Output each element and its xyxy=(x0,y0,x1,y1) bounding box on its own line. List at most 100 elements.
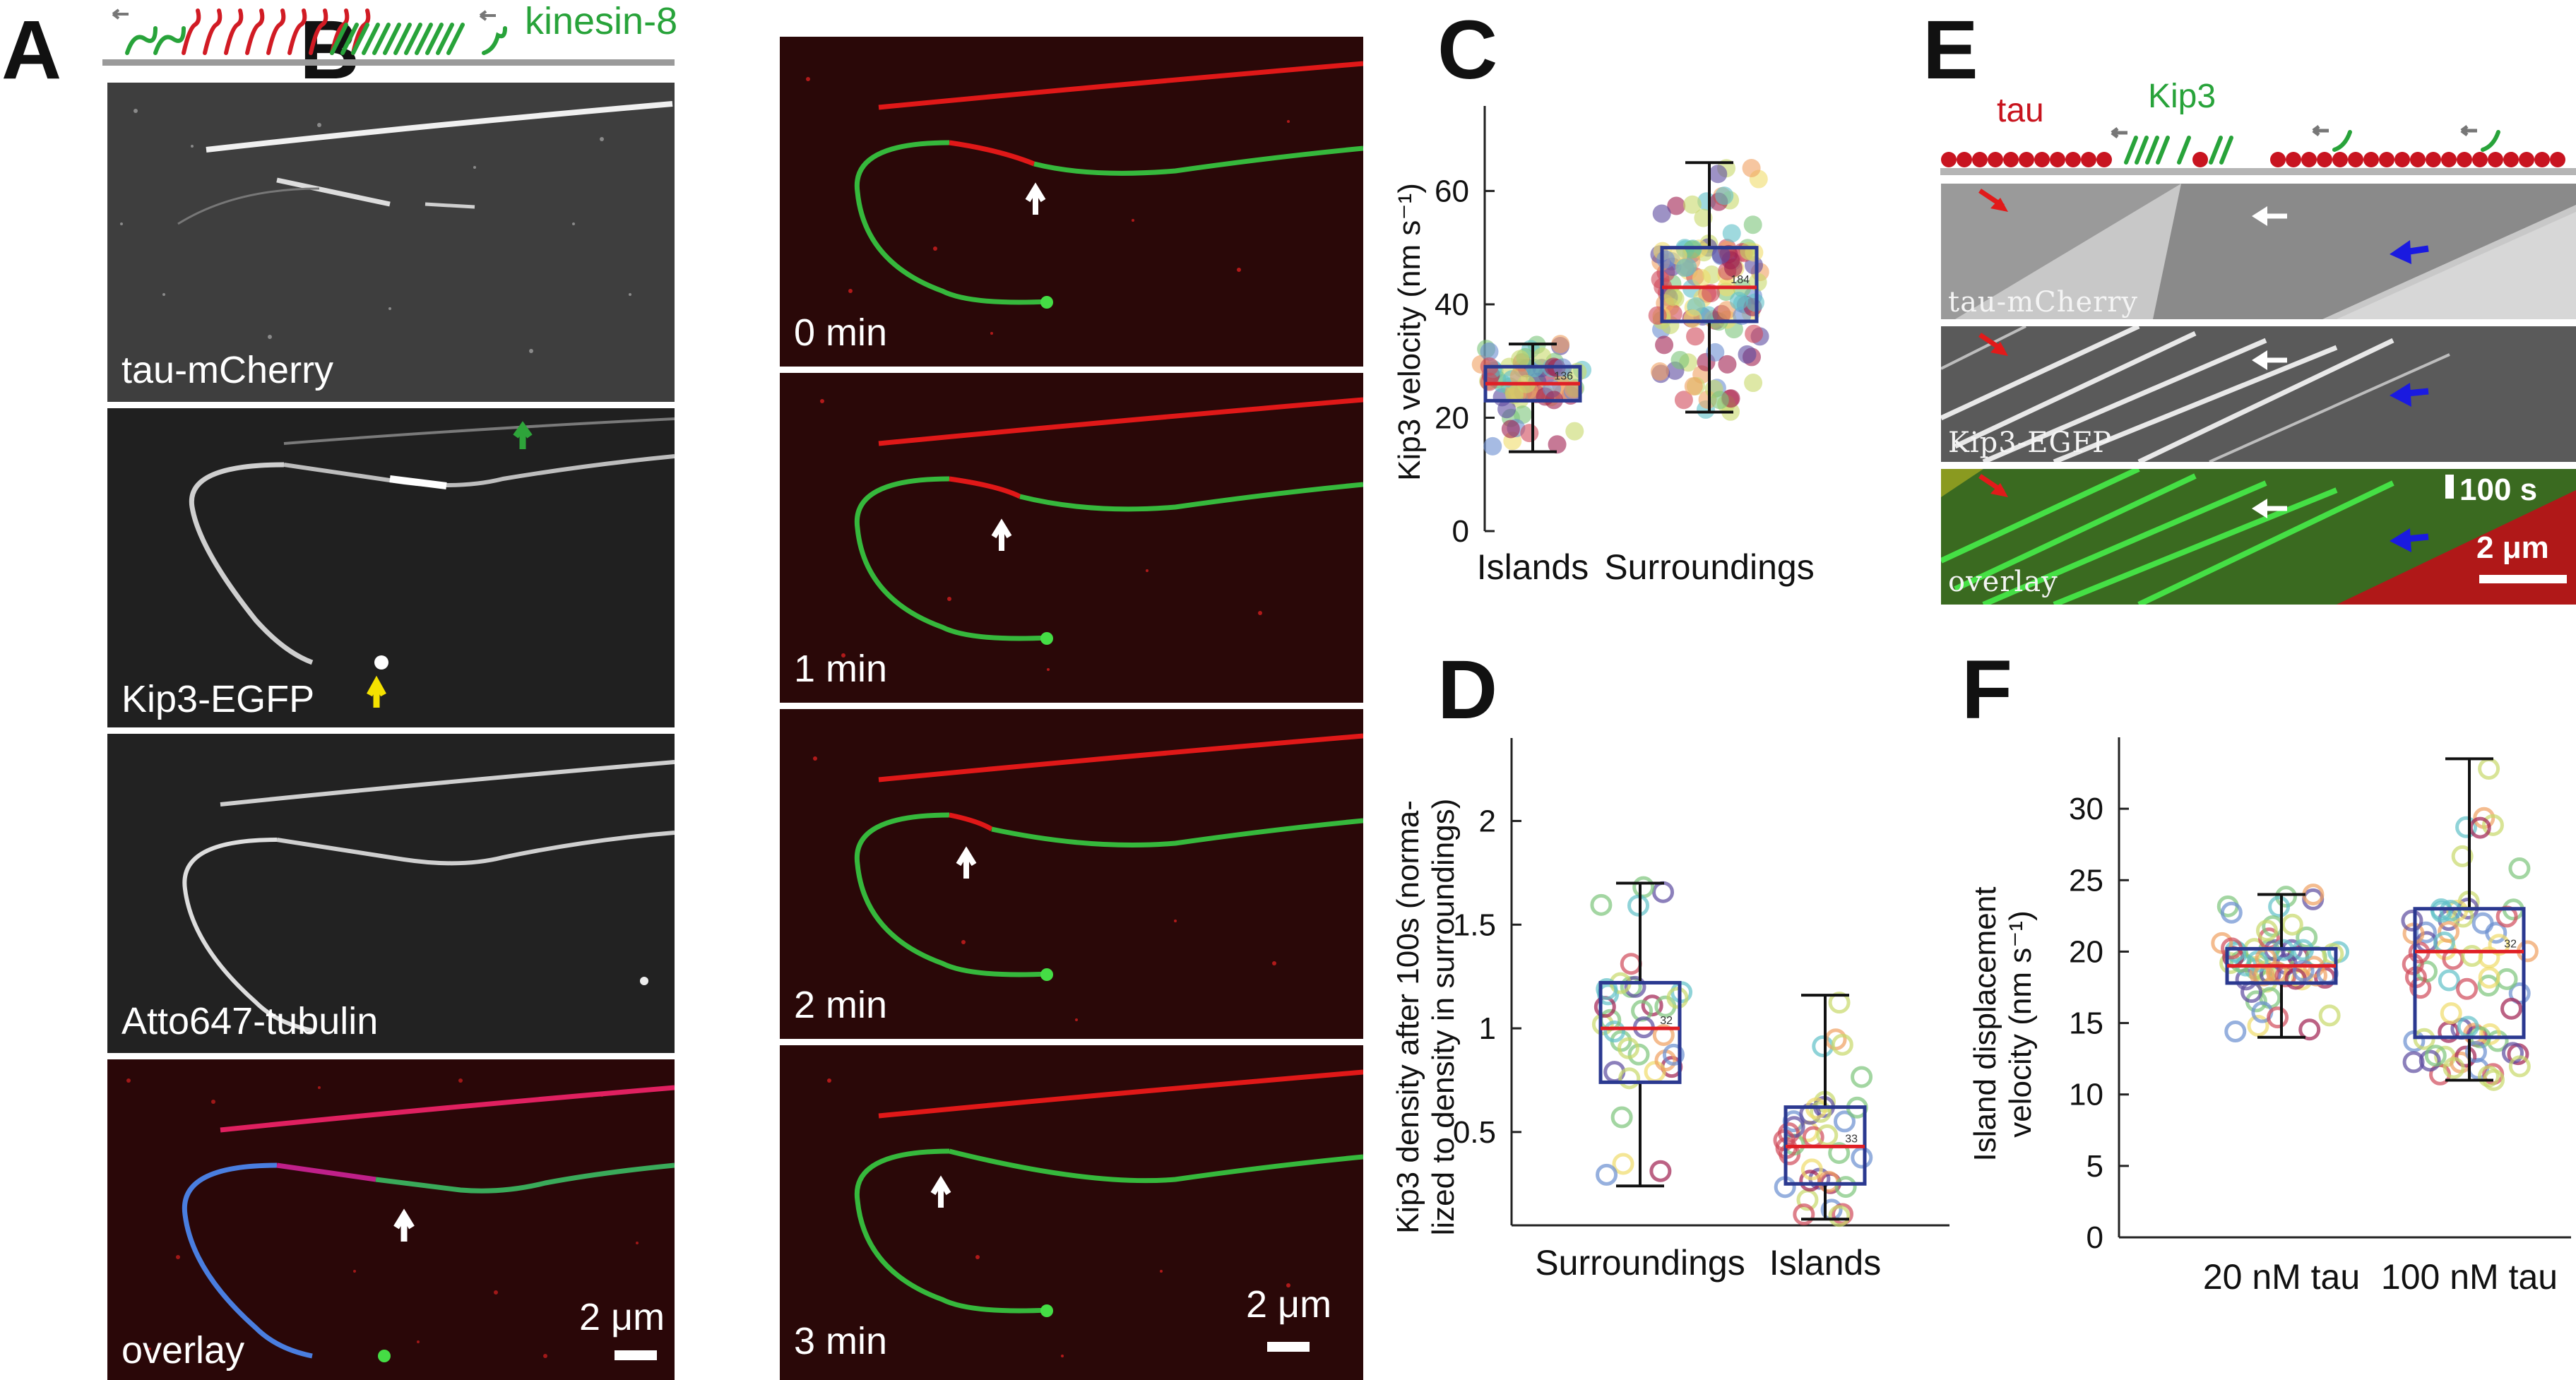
data-point xyxy=(2267,1006,2289,1029)
data-point xyxy=(1612,1153,1634,1175)
kip3-label: Kip3 xyxy=(2148,78,2216,115)
data-point xyxy=(1649,1160,1672,1182)
y-tick-label: 1 xyxy=(1479,1011,1496,1046)
data-point xyxy=(1497,400,1516,419)
data-point xyxy=(1655,335,1674,355)
category-label: 100 nM tau xyxy=(2381,1257,2558,1297)
data-point xyxy=(1652,204,1671,223)
kinesin-schematic: kinesin-8 xyxy=(102,0,677,66)
data-point xyxy=(1828,1142,1851,1165)
data-point xyxy=(1663,287,1682,307)
y-tick-label: 25 xyxy=(2069,863,2103,898)
timelapse-frame-0: 0 min xyxy=(780,37,1363,367)
box xyxy=(2413,907,2526,1040)
data-point xyxy=(1694,208,1713,227)
data-point xyxy=(1620,953,1642,975)
category-label: Islands xyxy=(1769,1243,1881,1283)
timelapse-frame-2: 2 min xyxy=(780,709,1363,1039)
kymograph-kip3-egfp: Kip3-EGFP xyxy=(1941,326,2576,462)
data-point xyxy=(2220,901,2243,924)
data-point xyxy=(1511,350,1530,369)
kinesin-8-label: kinesin-8 xyxy=(525,0,677,42)
data-point xyxy=(1565,422,1584,441)
data-point xyxy=(1686,327,1705,346)
data-point xyxy=(2455,1045,2477,1068)
data-point xyxy=(2495,968,2518,990)
data-point xyxy=(1603,1021,1626,1043)
data-point xyxy=(2318,1004,2341,1027)
n-label: 136 xyxy=(1554,370,1573,382)
data-point xyxy=(1682,240,1702,259)
data-point xyxy=(1617,1037,1639,1059)
data-point xyxy=(2478,966,2500,989)
data-point xyxy=(2430,900,2453,923)
data-point xyxy=(2292,960,2315,982)
data-point xyxy=(2402,953,2424,975)
data-point xyxy=(1652,881,1675,903)
data-point xyxy=(1666,987,1689,1009)
data-point xyxy=(1618,1067,1641,1090)
channel-label: Atto647-tubulin xyxy=(121,1000,379,1042)
data-point xyxy=(2481,814,2504,836)
microtubule-bar xyxy=(102,59,675,66)
data-point xyxy=(1816,1124,1839,1146)
data-point xyxy=(1738,345,1757,364)
timepoint-label: 0 min xyxy=(794,311,888,354)
panel-label-f: F xyxy=(1961,643,2013,737)
data-point xyxy=(2469,816,2491,839)
box xyxy=(1598,980,1682,1084)
data-point xyxy=(2451,845,2474,867)
n-label: 33 xyxy=(1845,1133,1858,1145)
scale-bar-label: 2 μm xyxy=(2476,530,2549,565)
n-label: 32 xyxy=(2504,938,2517,950)
y-tick-label: 60 xyxy=(1435,174,1469,208)
data-point xyxy=(2439,899,2462,922)
category-label: Islands xyxy=(1477,547,1589,587)
data-point xyxy=(1480,372,1499,391)
data-point xyxy=(1683,309,1702,328)
data-point xyxy=(2322,943,2344,965)
y-tick-label: 40 xyxy=(1435,287,1469,322)
n-label: 32 xyxy=(1660,1015,1673,1027)
data-point xyxy=(2478,757,2500,780)
data-point xyxy=(1711,245,1731,264)
y-tick-label: 10 xyxy=(2069,1078,2103,1112)
panel-label-a: A xyxy=(1,4,62,97)
data-point xyxy=(1551,335,1570,354)
data-point xyxy=(2424,1045,2447,1067)
data-point xyxy=(1851,1146,1873,1169)
data-point xyxy=(2456,977,2479,1000)
data-point xyxy=(1632,876,1655,898)
timepoint-label: 1 min xyxy=(794,648,888,690)
panel-label-e: E xyxy=(1923,4,1978,97)
micrograph-overlay: overlay 2 μm xyxy=(107,1059,675,1380)
data-point xyxy=(1851,1066,1873,1088)
data-point xyxy=(1590,893,1613,916)
data-point xyxy=(1684,376,1703,395)
category-label: 20 nM tau xyxy=(2203,1257,2360,1297)
panel-label-d: D xyxy=(1437,643,1498,737)
timepoint-label: 2 min xyxy=(794,984,888,1026)
data-point xyxy=(2443,1057,2465,1079)
data-point xyxy=(2255,920,2278,942)
tau-label: tau xyxy=(1997,92,2044,129)
timelapse-frame-1: 1 min xyxy=(780,373,1363,703)
data-point xyxy=(2247,1014,2269,1037)
data-point xyxy=(1480,342,1499,361)
y-tick-label: 1.5 xyxy=(1453,908,1496,942)
kymograph-tau-mcherry: tau-mCherry xyxy=(1941,184,2576,319)
data-point xyxy=(2224,1021,2247,1043)
data-point xyxy=(1650,362,1669,381)
data-point xyxy=(2402,1051,2425,1073)
y-axis-label: velocity (nm s⁻¹) xyxy=(2003,910,2038,1137)
data-point xyxy=(2268,896,2291,918)
data-point xyxy=(2296,926,2318,948)
y-tick-label: 20 xyxy=(2069,934,2103,969)
data-point xyxy=(2418,1049,2441,1072)
data-point xyxy=(2508,857,2531,880)
data-point xyxy=(1793,1203,1815,1226)
data-point xyxy=(1652,1024,1675,1047)
n-label: 184 xyxy=(1731,274,1750,286)
y-tick-label: 2 xyxy=(1479,804,1496,838)
direction-arrow-icon xyxy=(112,8,129,20)
